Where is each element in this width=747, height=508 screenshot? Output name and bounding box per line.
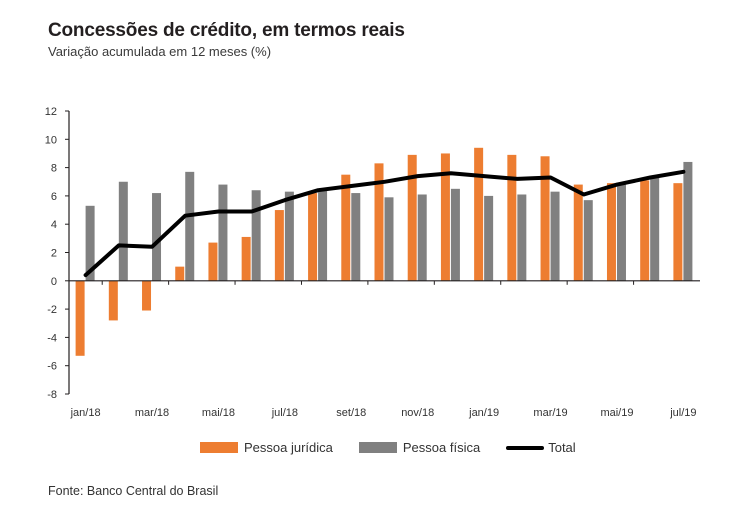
bar-pessoa-fisica <box>318 190 328 281</box>
y-tick-label: 8 <box>51 163 57 175</box>
bar-pessoa-fisica <box>185 171 195 281</box>
y-tick-label: -6 <box>47 361 57 373</box>
chart-subtitle: Variação acumulada em 12 meses (%) <box>48 44 272 59</box>
bar-pessoa-fisica <box>550 191 560 281</box>
legend-label-total: Total <box>548 440 576 455</box>
x-tick-label: mar/18 <box>135 407 169 419</box>
bar-pessoa-juridica <box>341 174 351 281</box>
x-tick-label: jul/19 <box>669 407 696 419</box>
y-tick-label: 12 <box>45 106 57 118</box>
bar-pessoa-fisica <box>417 194 427 281</box>
legend-swatch-pessoa-fisica <box>358 442 397 453</box>
x-tick-label: mar/19 <box>533 407 567 419</box>
line-total <box>83 169 686 278</box>
legend-label-pessoa-juridica: Pessoa jurídica <box>244 440 333 455</box>
bar-pessoa-juridica <box>407 154 417 281</box>
y-tick-label: 10 <box>45 134 57 146</box>
x-tick-label: jan/18 <box>70 407 101 419</box>
series-pessoa-fisica <box>85 161 693 281</box>
bar-pessoa-juridica <box>374 163 384 281</box>
bar-pessoa-fisica <box>650 177 660 281</box>
bar-pessoa-fisica <box>351 193 361 281</box>
y-tick-label: -2 <box>47 304 57 316</box>
bar-pessoa-juridica <box>308 193 318 281</box>
series-pessoa-juridica <box>75 147 683 356</box>
bar-pessoa-fisica <box>152 193 162 281</box>
x-tick-label: jan/19 <box>468 407 499 419</box>
bar-pessoa-fisica <box>384 197 394 281</box>
bar-pessoa-fisica <box>583 200 593 281</box>
bar-pessoa-fisica <box>218 184 228 281</box>
x-tick-label: set/18 <box>336 407 366 419</box>
bar-pessoa-juridica <box>640 180 650 281</box>
bar-pessoa-juridica <box>440 153 450 281</box>
bar-pessoa-juridica <box>507 154 517 281</box>
bar-pessoa-juridica <box>142 280 152 311</box>
bar-pessoa-juridica <box>75 280 85 356</box>
bar-pessoa-fisica <box>450 188 460 281</box>
legend-swatch-total <box>506 445 545 450</box>
bar-pessoa-juridica <box>241 236 251 281</box>
x-tick-label: nov/18 <box>401 407 434 419</box>
chart-plot: 12 10 8 6 4 2 0 -2 -4 -6 -8 jan/18 mar/18 mai/18 jul/… <box>45 106 700 419</box>
bar-pessoa-fisica <box>683 161 693 281</box>
bar-pessoa-juridica <box>540 156 550 281</box>
legend-swatch-pessoa-juridica <box>200 442 238 453</box>
legend-item-total: Total <box>506 440 576 455</box>
bar-pessoa-fisica <box>616 184 626 281</box>
y-tick-label: 0 <box>51 276 57 288</box>
bar-pessoa-juridica <box>175 266 185 281</box>
legend-item-pessoa-fisica: Pessoa física <box>358 440 481 455</box>
bar-pessoa-fisica <box>484 195 494 281</box>
bar-pessoa-juridica <box>673 183 683 281</box>
bar-pessoa-fisica <box>118 181 128 281</box>
source-note: Fonte: Banco Central do Brasil <box>48 484 219 498</box>
y-tick-label: 6 <box>51 191 57 203</box>
bar-pessoa-fisica <box>85 205 95 281</box>
chart-title: Concessões de crédito, em termos reais <box>48 20 405 41</box>
y-axis: 12 10 8 6 4 2 0 -2 -4 -6 -8 <box>45 106 70 401</box>
bar-pessoa-juridica <box>208 242 218 281</box>
y-tick-label: -4 <box>47 332 57 344</box>
legend-item-pessoa-juridica: Pessoa jurídica <box>200 440 333 455</box>
y-tick-label: -8 <box>47 389 57 401</box>
bar-pessoa-fisica <box>284 191 294 281</box>
y-tick-label: 2 <box>51 248 57 260</box>
x-axis: jan/18 mar/18 mai/18 jul/18 set/18 nov/18 jan/… <box>69 280 700 419</box>
bar-pessoa-juridica <box>606 183 616 281</box>
bar-pessoa-fisica <box>517 194 527 281</box>
legend: Pessoa jurídica Pessoa física Total <box>200 440 602 455</box>
x-tick-label: mai/18 <box>202 407 235 419</box>
series-total <box>83 169 686 278</box>
bar-pessoa-fisica <box>251 190 261 281</box>
bar-pessoa-juridica <box>274 210 284 281</box>
bar-pessoa-juridica <box>108 280 118 321</box>
x-tick-label: jul/18 <box>271 407 298 419</box>
x-tick-label: mai/19 <box>600 407 633 419</box>
legend-label-pessoa-fisica: Pessoa física <box>402 440 481 455</box>
y-tick-label: 4 <box>51 219 57 231</box>
bar-pessoa-juridica <box>573 184 583 281</box>
bar-pessoa-juridica <box>474 147 484 281</box>
